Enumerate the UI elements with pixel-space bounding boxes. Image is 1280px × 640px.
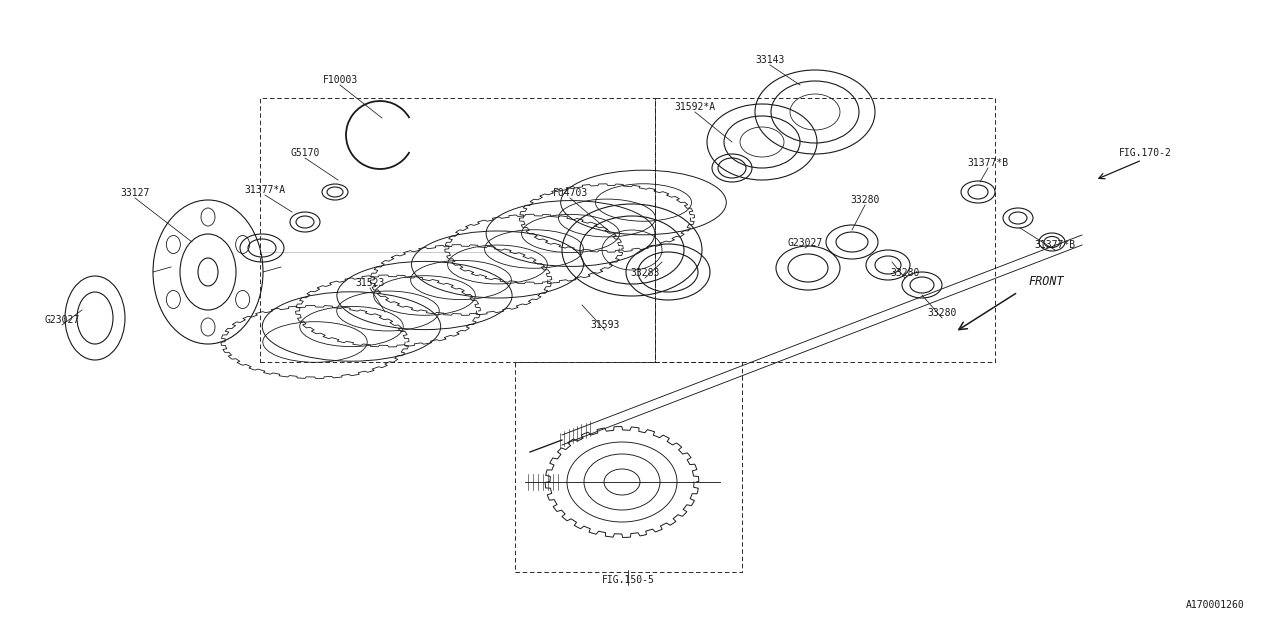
Text: F04703: F04703 (553, 188, 588, 198)
Text: G23027: G23027 (45, 315, 79, 325)
Text: FIG.150-5: FIG.150-5 (602, 575, 654, 585)
Text: FRONT: FRONT (1028, 275, 1064, 288)
Text: F10003: F10003 (323, 75, 357, 85)
Text: FIG.170-2: FIG.170-2 (1119, 148, 1171, 158)
Text: 31592*A: 31592*A (675, 102, 716, 112)
Text: 31593: 31593 (590, 320, 620, 330)
Text: A170001260: A170001260 (1187, 600, 1245, 610)
Text: 31377*B: 31377*B (1034, 240, 1075, 250)
Text: G5170: G5170 (291, 148, 320, 158)
Text: 33127: 33127 (120, 188, 150, 198)
Text: 31377*A: 31377*A (244, 185, 285, 195)
Text: 31377*B: 31377*B (968, 158, 1009, 168)
Text: G23027: G23027 (787, 238, 823, 248)
Text: 33280: 33280 (927, 308, 956, 318)
Text: 33280: 33280 (850, 195, 879, 205)
Text: 33280: 33280 (891, 268, 920, 278)
Text: 33283: 33283 (630, 268, 659, 278)
Text: 33143: 33143 (755, 55, 785, 65)
Text: 31523: 31523 (356, 278, 385, 288)
